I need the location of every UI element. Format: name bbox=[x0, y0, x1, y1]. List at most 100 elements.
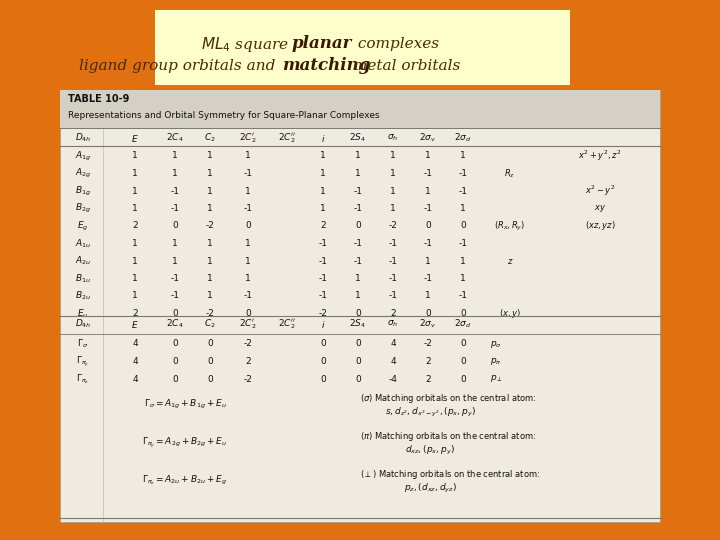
Text: 1: 1 bbox=[390, 169, 396, 178]
Text: $E$: $E$ bbox=[131, 319, 139, 329]
Text: 1: 1 bbox=[245, 256, 251, 266]
Text: 4: 4 bbox=[132, 340, 138, 348]
Text: 0: 0 bbox=[355, 221, 361, 231]
Bar bbox=[60, 90, 660, 522]
Text: $C_2$: $C_2$ bbox=[204, 318, 216, 330]
Text: 1: 1 bbox=[390, 204, 396, 213]
Text: -1: -1 bbox=[354, 239, 362, 248]
Text: $p_\pi$: $p_\pi$ bbox=[490, 356, 502, 367]
Text: $p_z, (d_{xz}, d_{yz})$: $p_z, (d_{xz}, d_{yz})$ bbox=[404, 482, 456, 495]
Text: -1: -1 bbox=[318, 239, 328, 248]
Text: $s, d_{z^2}, d_{x^2-y^2}, (p_x, p_y)$: $s, d_{z^2}, d_{x^2-y^2}, (p_x, p_y)$ bbox=[384, 406, 475, 419]
Text: -2: -2 bbox=[206, 221, 215, 231]
Text: -1: -1 bbox=[459, 239, 467, 248]
Text: 0: 0 bbox=[425, 221, 431, 231]
Text: 1: 1 bbox=[207, 169, 213, 178]
Text: 1: 1 bbox=[172, 239, 178, 248]
Text: -1: -1 bbox=[171, 274, 179, 283]
Text: $D_{4h}$: $D_{4h}$ bbox=[75, 132, 91, 144]
Text: $(x, y)$: $(x, y)$ bbox=[499, 307, 521, 320]
Text: $(xz, yz)$: $(xz, yz)$ bbox=[585, 219, 616, 233]
Text: -1: -1 bbox=[354, 204, 362, 213]
Text: 1: 1 bbox=[207, 274, 213, 283]
Text: 0: 0 bbox=[245, 221, 251, 231]
Text: 0: 0 bbox=[172, 221, 178, 231]
Text: $R_z$: $R_z$ bbox=[505, 167, 516, 180]
Text: $(\perp)$ Matching orbitals on the central atom:: $(\perp)$ Matching orbitals on the centr… bbox=[360, 468, 540, 481]
Text: 1: 1 bbox=[132, 256, 138, 266]
Text: 2: 2 bbox=[426, 375, 431, 383]
Text: -1: -1 bbox=[459, 292, 467, 300]
Text: $\Gamma_{\pi_y}$: $\Gamma_{\pi_y}$ bbox=[76, 354, 90, 369]
Text: 0: 0 bbox=[320, 340, 326, 348]
Text: $x^2+y^2, z^2$: $x^2+y^2, z^2$ bbox=[578, 149, 622, 163]
Text: 1: 1 bbox=[425, 186, 431, 195]
Text: 1: 1 bbox=[245, 186, 251, 195]
Text: 2: 2 bbox=[132, 221, 138, 231]
Text: -1: -1 bbox=[318, 256, 328, 266]
Text: $A_{1u}$: $A_{1u}$ bbox=[75, 237, 91, 249]
Text: 2: 2 bbox=[132, 309, 138, 318]
Text: -1: -1 bbox=[171, 204, 179, 213]
Text: 4: 4 bbox=[132, 375, 138, 383]
Text: 0: 0 bbox=[207, 357, 213, 366]
Text: complexes: complexes bbox=[353, 37, 439, 51]
Text: 1: 1 bbox=[320, 169, 326, 178]
Text: 1: 1 bbox=[132, 274, 138, 283]
Text: 0: 0 bbox=[460, 375, 466, 383]
Text: 1: 1 bbox=[425, 256, 431, 266]
Text: 1: 1 bbox=[320, 204, 326, 213]
Text: -1: -1 bbox=[389, 274, 397, 283]
Text: -2: -2 bbox=[206, 309, 215, 318]
Text: 0: 0 bbox=[425, 309, 431, 318]
Text: -1: -1 bbox=[318, 274, 328, 283]
Text: $2C_2''$: $2C_2''$ bbox=[278, 131, 296, 145]
Bar bbox=[155, 10, 570, 85]
Text: -1: -1 bbox=[423, 204, 433, 213]
Text: 0: 0 bbox=[460, 221, 466, 231]
Text: $(\pi)$ Matching orbitals on the central atom:: $(\pi)$ Matching orbitals on the central… bbox=[360, 430, 536, 443]
Text: 0: 0 bbox=[172, 357, 178, 366]
Text: $d_{xz}, (p_x, p_y)$: $d_{xz}, (p_x, p_y)$ bbox=[405, 444, 455, 457]
Text: 0: 0 bbox=[245, 309, 251, 318]
Text: $A_{2u}$: $A_{2u}$ bbox=[75, 255, 91, 267]
Text: 1: 1 bbox=[425, 152, 431, 160]
Text: 1: 1 bbox=[132, 239, 138, 248]
Text: $A_{2g}$: $A_{2g}$ bbox=[75, 167, 91, 180]
Text: matching: matching bbox=[282, 57, 370, 75]
Text: $2C_4$: $2C_4$ bbox=[166, 132, 184, 144]
Text: -1: -1 bbox=[459, 186, 467, 195]
Text: 1: 1 bbox=[207, 152, 213, 160]
Text: $\Gamma_{\pi_y} = A_{2g} + B_{2g} + E_u$: $\Gamma_{\pi_y} = A_{2g} + B_{2g} + E_u$ bbox=[143, 435, 228, 450]
Text: 0: 0 bbox=[460, 309, 466, 318]
Text: planar: planar bbox=[292, 36, 352, 52]
Text: $p_\sigma$: $p_\sigma$ bbox=[490, 339, 502, 349]
Text: -1: -1 bbox=[389, 292, 397, 300]
Text: 0: 0 bbox=[172, 340, 178, 348]
Text: TABLE 10-9: TABLE 10-9 bbox=[68, 94, 130, 104]
Text: 0: 0 bbox=[355, 340, 361, 348]
Text: $i$: $i$ bbox=[321, 319, 325, 329]
Text: -2: -2 bbox=[389, 221, 397, 231]
Text: 2: 2 bbox=[320, 221, 326, 231]
Text: $E_g$: $E_g$ bbox=[77, 219, 89, 233]
Text: $p_\perp$: $p_\perp$ bbox=[490, 374, 503, 384]
Text: $B_{1u}$: $B_{1u}$ bbox=[75, 272, 91, 285]
Text: 1: 1 bbox=[460, 274, 466, 283]
Text: 0: 0 bbox=[207, 375, 213, 383]
Text: $x^2-y^2$: $x^2-y^2$ bbox=[585, 184, 615, 198]
Text: -1: -1 bbox=[423, 274, 433, 283]
Text: $(R_x, R_y)$: $(R_x, R_y)$ bbox=[495, 219, 526, 233]
Text: 1: 1 bbox=[132, 204, 138, 213]
Text: -1: -1 bbox=[423, 239, 433, 248]
Text: -1: -1 bbox=[459, 169, 467, 178]
Text: -2: -2 bbox=[243, 340, 253, 348]
Text: 1: 1 bbox=[207, 204, 213, 213]
Text: -2: -2 bbox=[243, 375, 253, 383]
Text: 1: 1 bbox=[207, 186, 213, 195]
Text: 1: 1 bbox=[245, 152, 251, 160]
Text: 4: 4 bbox=[132, 357, 138, 366]
Text: $2S_4$: $2S_4$ bbox=[349, 132, 366, 144]
Text: 1: 1 bbox=[132, 292, 138, 300]
Text: 1: 1 bbox=[172, 152, 178, 160]
